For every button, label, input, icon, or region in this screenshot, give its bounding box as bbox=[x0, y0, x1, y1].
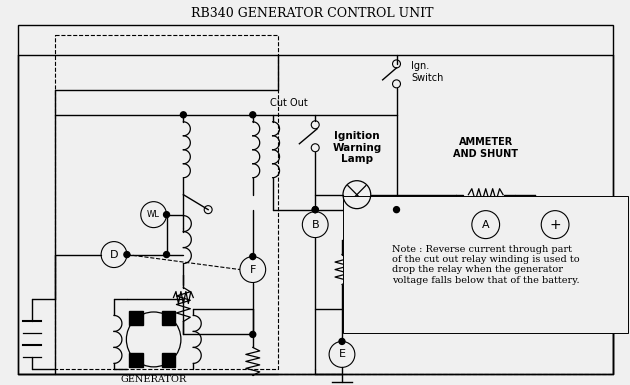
Text: A: A bbox=[482, 219, 490, 229]
Bar bbox=[161, 353, 175, 367]
Circle shape bbox=[312, 207, 318, 213]
Text: E: E bbox=[338, 350, 345, 360]
Circle shape bbox=[164, 251, 169, 258]
Text: GENERATOR: GENERATOR bbox=[120, 375, 186, 384]
Text: F: F bbox=[249, 264, 256, 275]
Circle shape bbox=[164, 212, 169, 218]
Circle shape bbox=[250, 112, 256, 118]
Text: Ign.
Switch: Ign. Switch bbox=[411, 61, 444, 83]
Text: Cut Out: Cut Out bbox=[270, 98, 307, 108]
Bar bbox=[129, 353, 143, 367]
Circle shape bbox=[250, 254, 256, 259]
Circle shape bbox=[124, 251, 130, 258]
Circle shape bbox=[180, 112, 186, 118]
Circle shape bbox=[312, 207, 318, 213]
Circle shape bbox=[339, 338, 345, 345]
Text: WL: WL bbox=[147, 210, 160, 219]
Bar bbox=[129, 311, 143, 325]
Text: RB340 GENERATOR CONTROL UNIT: RB340 GENERATOR CONTROL UNIT bbox=[191, 7, 433, 20]
Circle shape bbox=[394, 207, 399, 213]
Text: +: + bbox=[549, 218, 561, 232]
Text: D: D bbox=[110, 249, 118, 259]
Circle shape bbox=[250, 331, 256, 337]
Text: Ignition
Warning
Lamp: Ignition Warning Lamp bbox=[332, 131, 382, 164]
Text: B: B bbox=[311, 219, 319, 229]
Bar bbox=[55, 35, 278, 369]
Text: Note : Reverse current through part
of the cut out relay winding is used to
drop: Note : Reverse current through part of t… bbox=[392, 244, 579, 285]
Text: AMMETER
AND SHUNT: AMMETER AND SHUNT bbox=[453, 137, 518, 159]
Bar bbox=[161, 311, 175, 325]
